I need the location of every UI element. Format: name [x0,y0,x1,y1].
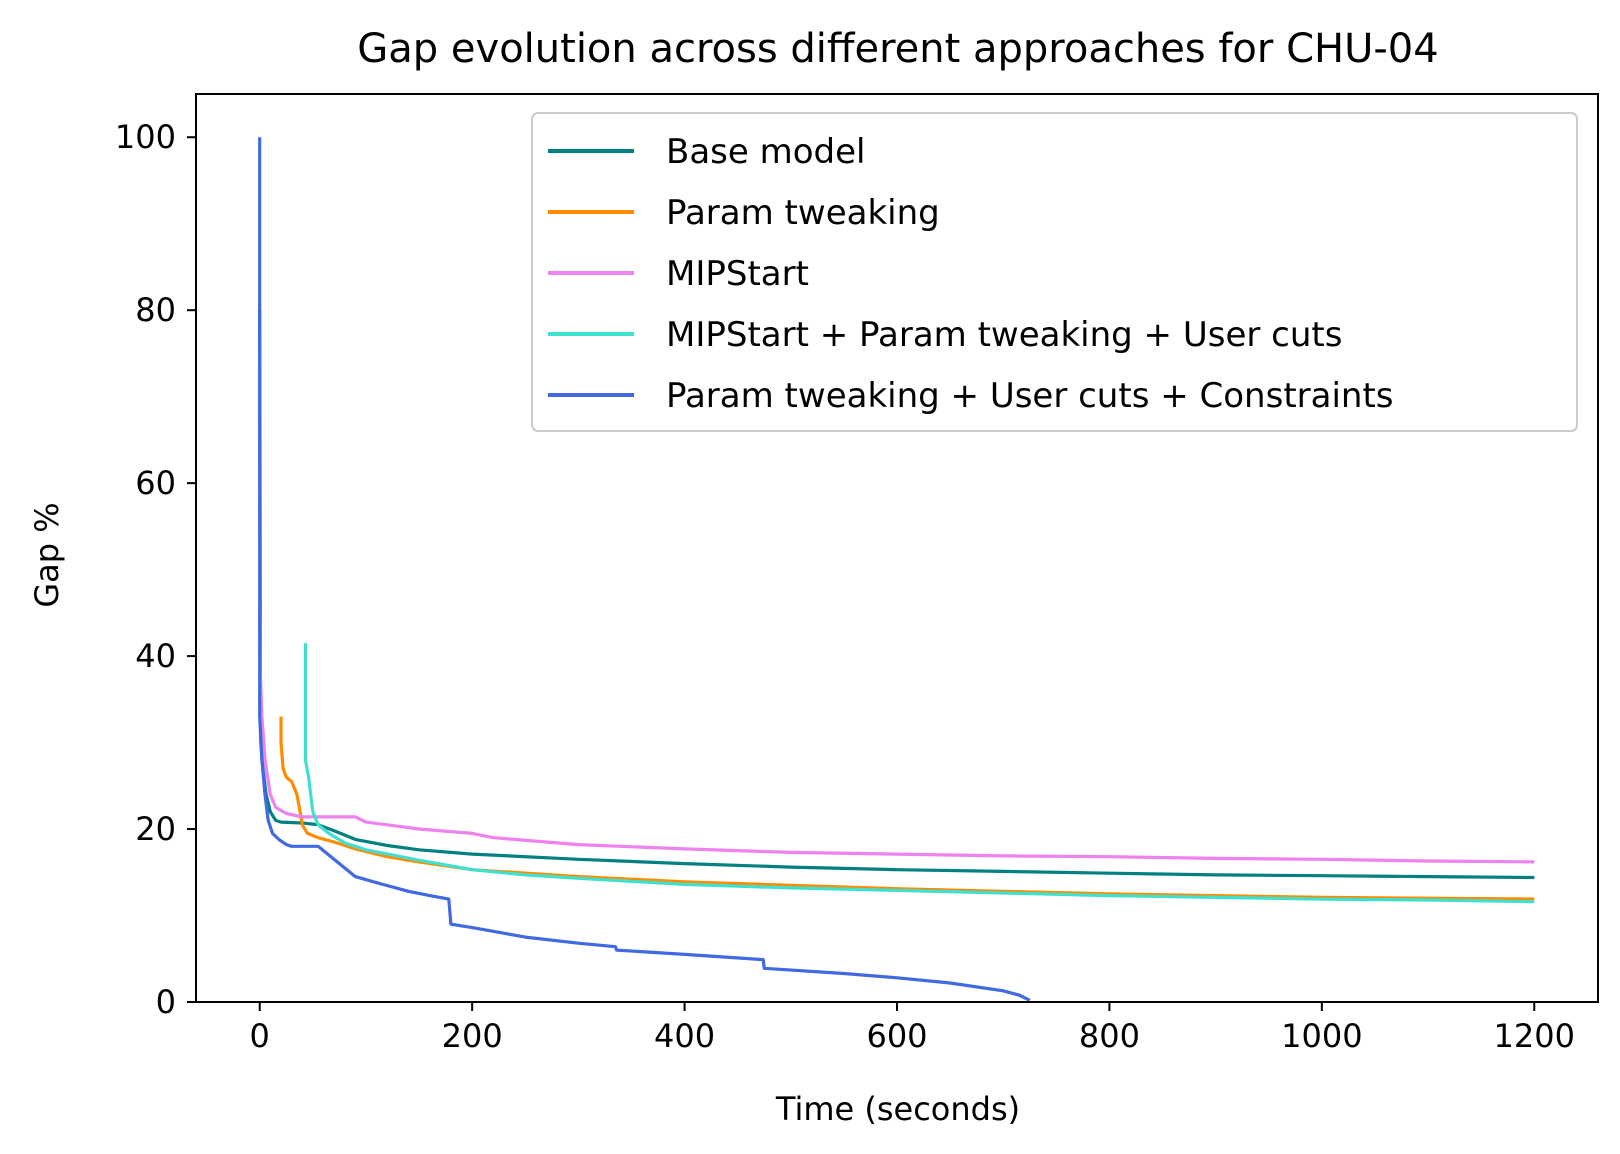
series-line-5 [258,137,1031,1002]
x-tick-label: 1000 [1281,1017,1362,1055]
legend-label: Param tweaking [666,193,940,233]
y-tick-label: 0 [156,983,176,1021]
series-line-3 [258,612,1535,864]
x-tick-label: 1200 [1494,1017,1575,1055]
y-tick-label: 20 [135,810,176,848]
legend-label: MIPStart + Param tweaking + User cuts [666,315,1342,355]
x-tick-label: 600 [866,1017,927,1055]
series-line-4 [303,643,1535,904]
x-axis-label: Time (seconds) [775,1090,1020,1128]
legend-label: Param tweaking + User cuts + Constraints [666,376,1394,416]
y-tick-label: 80 [135,291,176,329]
legend: Base model Param tweaking MIPStart MIPStart… [531,112,1578,432]
axes: 0 200 400 600 800 1000 1200 0 20 40 60 80 100 [115,93,1599,1055]
x-tick-label: 400 [654,1017,715,1055]
x-tick-label: 200 [442,1017,503,1055]
x-tick-label: 800 [1079,1017,1140,1055]
chart-title: Gap evolution across different approache… [357,26,1438,72]
y-axis-label: Gap % [28,502,66,607]
y-tick-label: 60 [135,464,176,502]
legend-label: Base model [666,132,865,172]
x-tick-label: 0 [250,1017,270,1055]
plot-lines [258,137,1535,1002]
legend-label: MIPStart [666,254,809,294]
series-line-2 [279,716,1535,901]
legend-box [531,112,1578,432]
y-tick-label: 100 [115,118,176,156]
y-tick-label: 40 [135,637,176,675]
